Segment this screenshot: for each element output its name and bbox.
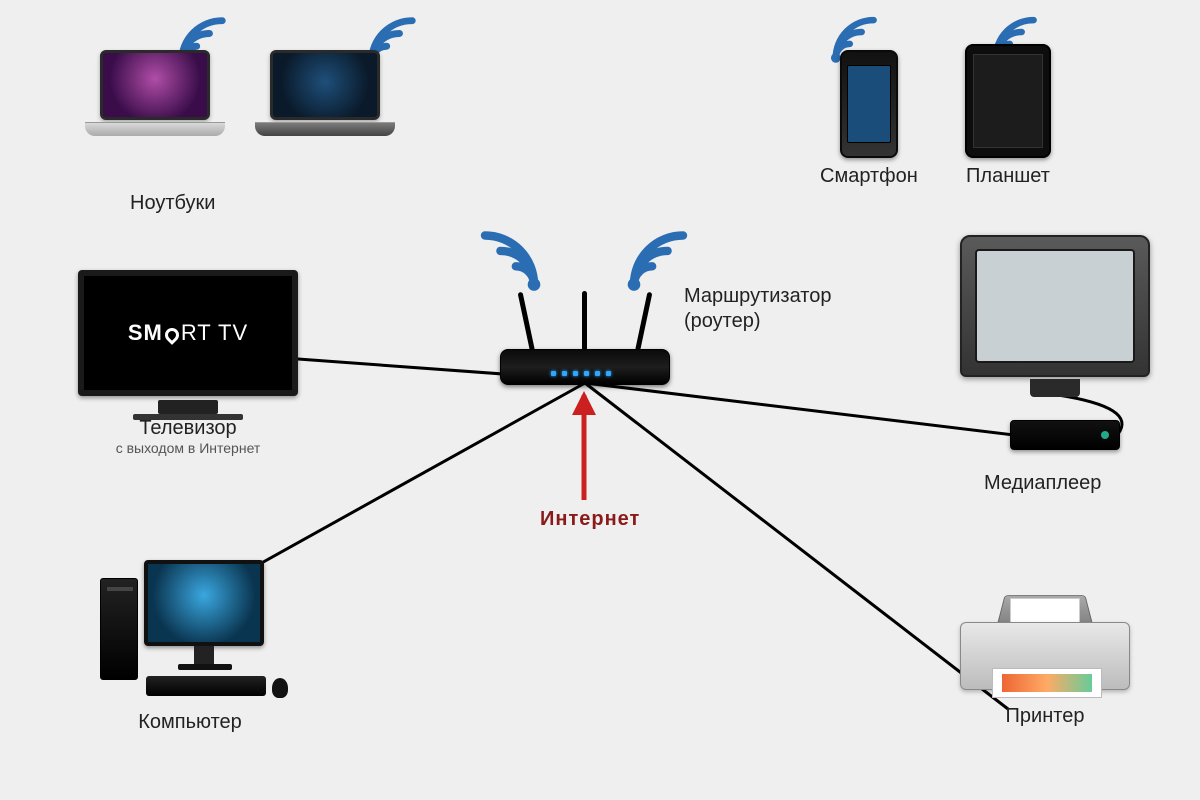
printer-label: Принтер: [1006, 704, 1085, 728]
wifi-icon: [478, 225, 548, 295]
wifi-icon: [620, 225, 690, 295]
tv-sublabel: с выходом в Интернет: [116, 440, 261, 457]
tablet-label: Планшет: [966, 164, 1050, 188]
router-label: Маршрутизатор (роутер): [684, 284, 831, 334]
router-device: [500, 315, 670, 385]
printer: Принтер: [960, 590, 1130, 728]
internet-label: Интернет: [540, 508, 640, 531]
desktop-pc: Компьютер: [100, 560, 280, 734]
smarttv-logo: SMRT TV: [128, 320, 248, 346]
tablet: Планшет: [965, 44, 1051, 188]
laptop-2: [255, 50, 395, 142]
laptop-1: [85, 50, 225, 142]
diagram-canvas: Ноутбуки Смартфон Планшет SMRT TV Телеви…: [0, 0, 1200, 800]
mediaplayer-label: Медиаплеер: [984, 471, 1101, 495]
smartphone: Смартфон: [820, 50, 918, 188]
smart-tv: SMRT TV Телевизор с выходом в Интернет: [78, 270, 298, 457]
crt-monitor: [960, 235, 1150, 395]
media-player-box: [1010, 420, 1120, 450]
laptops-label: Ноутбуки: [130, 191, 215, 215]
smartphone-label: Смартфон: [820, 164, 918, 188]
computer-label: Компьютер: [138, 710, 242, 734]
